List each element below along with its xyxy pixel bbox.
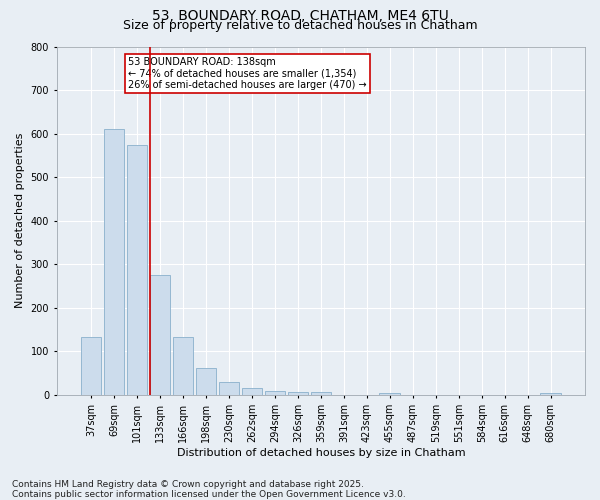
Bar	[173, 337, 193, 395]
Bar	[218, 382, 239, 395]
Bar	[127, 146, 148, 395]
Bar	[379, 393, 400, 395]
Bar	[311, 392, 331, 395]
Bar	[104, 130, 124, 395]
Bar	[287, 392, 308, 395]
X-axis label: Distribution of detached houses by size in Chatham: Distribution of detached houses by size …	[176, 448, 465, 458]
Bar	[541, 393, 561, 395]
Y-axis label: Number of detached properties: Number of detached properties	[15, 133, 25, 308]
Bar	[81, 337, 101, 395]
Text: 53 BOUNDARY ROAD: 138sqm
← 74% of detached houses are smaller (1,354)
26% of sem: 53 BOUNDARY ROAD: 138sqm ← 74% of detach…	[128, 57, 367, 90]
Bar	[242, 388, 262, 395]
Text: Contains HM Land Registry data © Crown copyright and database right 2025.
Contai: Contains HM Land Registry data © Crown c…	[12, 480, 406, 499]
Bar	[265, 391, 285, 395]
Bar	[149, 275, 170, 395]
Text: Size of property relative to detached houses in Chatham: Size of property relative to detached ho…	[122, 19, 478, 32]
Text: 53, BOUNDARY ROAD, CHATHAM, ME4 6TU: 53, BOUNDARY ROAD, CHATHAM, ME4 6TU	[152, 9, 448, 23]
Bar	[196, 368, 216, 395]
